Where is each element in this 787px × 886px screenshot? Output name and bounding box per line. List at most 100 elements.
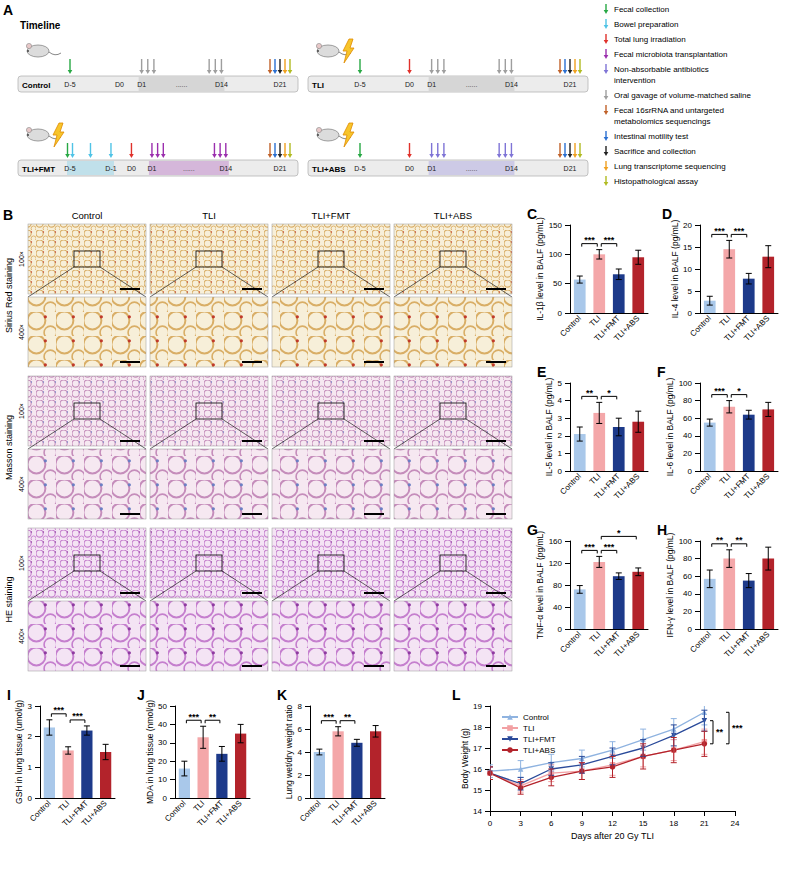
svg-text:A: A — [3, 2, 13, 18]
svg-text:2: 2 — [28, 732, 33, 741]
svg-text:K: K — [277, 687, 287, 703]
svg-text:D21: D21 — [274, 165, 287, 172]
svg-text:15: 15 — [683, 243, 692, 252]
svg-text:D: D — [662, 206, 672, 222]
svg-text:GSH in lung tissue (umol/g): GSH in lung tissue (umol/g) — [14, 700, 24, 804]
svg-text:3: 3 — [28, 702, 33, 711]
svg-text:30: 30 — [158, 738, 167, 747]
svg-text:***: *** — [604, 542, 615, 552]
svg-text:metabolomics sequencings: metabolomics sequencings — [614, 117, 711, 126]
svg-text:D21: D21 — [274, 81, 287, 88]
svg-text:16: 16 — [473, 765, 482, 774]
svg-text:40: 40 — [553, 603, 562, 612]
svg-text:D1: D1 — [137, 81, 146, 88]
svg-text:100×: 100× — [18, 555, 25, 571]
svg-text:TLI+ABS: TLI+ABS — [612, 630, 641, 659]
svg-text:TLI+FMT: TLI+FMT — [22, 165, 55, 174]
svg-text:TLI: TLI — [588, 472, 603, 487]
svg-text:19: 19 — [473, 702, 482, 711]
svg-text:9: 9 — [580, 819, 585, 828]
svg-text:Control: Control — [72, 210, 103, 221]
svg-text:***: *** — [584, 235, 595, 245]
svg-text:D14: D14 — [215, 81, 228, 88]
svg-text:0: 0 — [558, 467, 563, 476]
svg-text:TLI: TLI — [192, 799, 207, 814]
svg-text:TLI+ABS: TLI+ABS — [742, 314, 771, 343]
svg-text:Fecal collection: Fecal collection — [614, 5, 669, 14]
svg-text:D1: D1 — [427, 81, 436, 88]
svg-text:**: ** — [716, 535, 724, 545]
svg-text:Control: Control — [688, 630, 713, 655]
svg-text:60: 60 — [683, 572, 692, 581]
svg-text:D14: D14 — [505, 165, 518, 172]
svg-text:TLI+ABS: TLI+ABS — [612, 472, 641, 501]
svg-text:TLI: TLI — [57, 799, 72, 814]
svg-text:TLI: TLI — [202, 210, 216, 221]
svg-text:Masson staining: Masson staining — [4, 415, 14, 480]
svg-text:TLI: TLI — [588, 630, 603, 645]
svg-text:TNF-α level in BALF (pg/mL): TNF-α level in BALF (pg/mL) — [535, 531, 545, 640]
svg-text:5: 5 — [688, 287, 693, 296]
svg-text:intervention: intervention — [614, 76, 655, 85]
svg-text:***: *** — [714, 386, 725, 396]
svg-text:Body Weight (g): Body Weight (g) — [460, 728, 470, 789]
svg-text:20: 20 — [683, 607, 692, 616]
svg-text:D0: D0 — [127, 165, 136, 172]
svg-text:3: 3 — [558, 414, 563, 423]
svg-text:Days after 20 Gy TLI: Days after 20 Gy TLI — [571, 831, 654, 841]
svg-text:***: *** — [72, 711, 83, 721]
svg-text:D14: D14 — [219, 165, 232, 172]
svg-text:Fecal 16srRNA and untargeted: Fecal 16srRNA and untargeted — [614, 106, 724, 115]
svg-text:3: 3 — [518, 819, 523, 828]
svg-text:TLI+FMT: TLI+FMT — [312, 210, 351, 221]
svg-text:24: 24 — [731, 819, 740, 828]
svg-text:1: 1 — [28, 763, 33, 772]
svg-text:*: * — [607, 388, 611, 398]
svg-text:60: 60 — [683, 414, 692, 423]
svg-text:400×: 400× — [18, 476, 25, 492]
svg-text:80: 80 — [683, 396, 692, 405]
svg-text:160: 160 — [549, 537, 563, 546]
svg-text:40: 40 — [683, 431, 692, 440]
svg-text:***: *** — [53, 705, 64, 715]
svg-text:TLI+ABS: TLI+ABS — [742, 472, 771, 501]
svg-text:TLI+ABS: TLI+ABS — [215, 799, 244, 828]
svg-text:20: 20 — [683, 221, 692, 230]
svg-text:**: ** — [209, 712, 217, 722]
svg-text:21: 21 — [700, 819, 709, 828]
svg-text:0: 0 — [163, 794, 168, 803]
svg-text:18: 18 — [669, 819, 678, 828]
svg-text:D-5: D-5 — [64, 81, 75, 88]
svg-text:***: *** — [734, 226, 745, 236]
svg-text:1: 1 — [558, 449, 563, 458]
svg-text:50: 50 — [553, 279, 562, 288]
svg-text:J: J — [137, 687, 145, 703]
svg-text:12: 12 — [608, 819, 617, 828]
svg-text:100: 100 — [679, 537, 693, 546]
svg-text:IL-5 level in BALF (pg/mL): IL-5 level in BALF (pg/mL) — [544, 377, 554, 476]
svg-text:Sirius Red staining: Sirius Red staining — [4, 258, 14, 333]
svg-text:......: ...... — [183, 165, 195, 172]
svg-text:150: 150 — [549, 221, 563, 230]
svg-text:***: *** — [604, 235, 615, 245]
svg-text:10: 10 — [683, 265, 692, 274]
svg-text:**: ** — [344, 712, 352, 722]
svg-text:D1: D1 — [147, 165, 156, 172]
svg-text:14: 14 — [473, 807, 482, 816]
svg-text:D21: D21 — [564, 165, 577, 172]
svg-text:20: 20 — [683, 449, 692, 458]
svg-text:***: *** — [323, 712, 334, 722]
svg-text:Control: Control — [558, 314, 583, 339]
svg-text:Control: Control — [558, 472, 583, 497]
svg-text:400×: 400× — [18, 628, 25, 644]
svg-text:HE staining: HE staining — [4, 576, 14, 622]
svg-text:2: 2 — [298, 771, 303, 780]
svg-text:Control: Control — [298, 799, 323, 824]
svg-text:100: 100 — [549, 250, 563, 259]
svg-text:100: 100 — [679, 379, 693, 388]
svg-text:***: *** — [732, 723, 743, 733]
svg-text:120: 120 — [549, 559, 563, 568]
svg-text:4: 4 — [298, 748, 303, 757]
svg-text:D0: D0 — [115, 81, 124, 88]
svg-text:E: E — [537, 364, 546, 380]
